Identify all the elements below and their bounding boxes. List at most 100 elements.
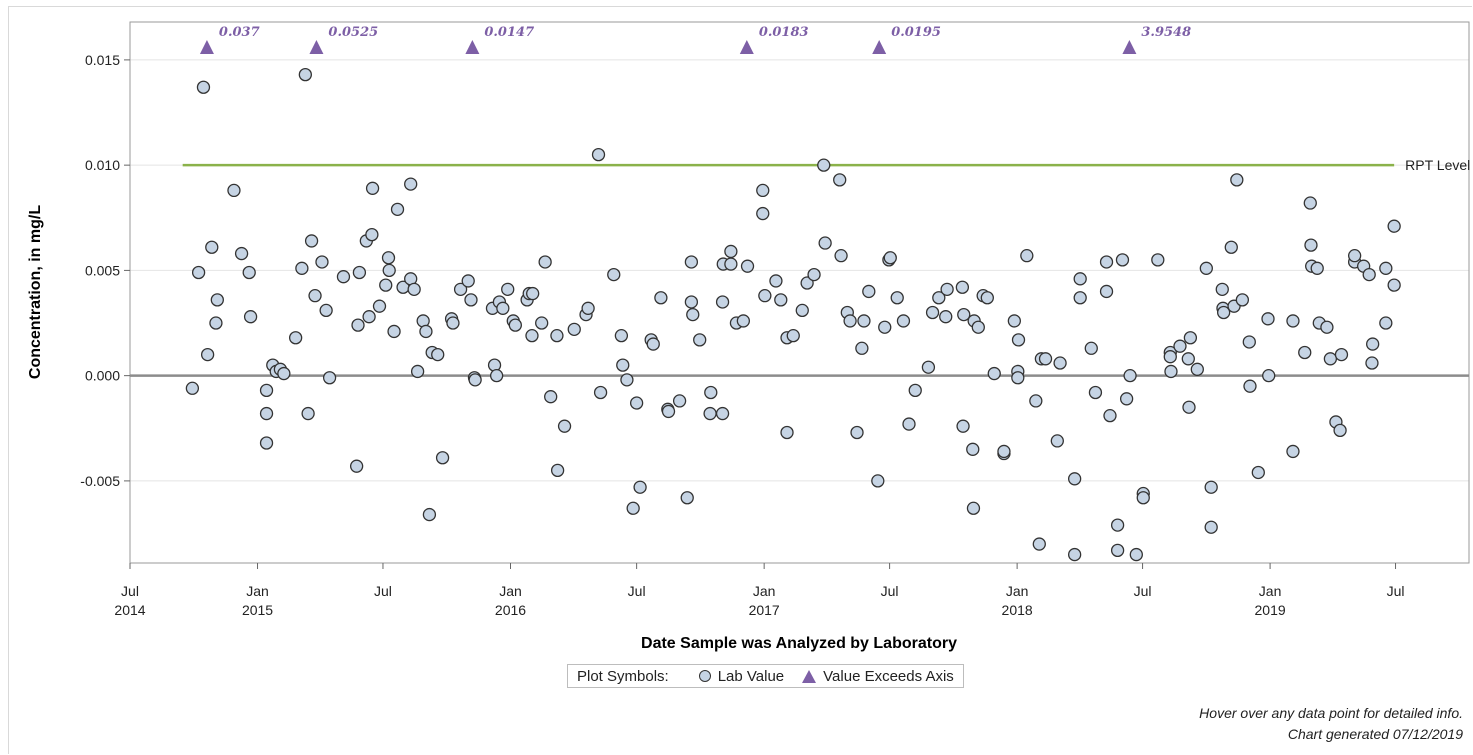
lab-value-point (833, 173, 847, 187)
lab-value-point (1119, 392, 1134, 406)
lab-value-point (1365, 356, 1379, 370)
exceedance-label: 3.9548 (1141, 25, 1191, 40)
lab-value-point (464, 293, 478, 307)
lab-value-point (419, 324, 433, 339)
lab-value-point (387, 324, 401, 339)
y-tick-label: 0.015 (85, 52, 120, 68)
lab-value-point (1115, 253, 1130, 267)
footnotes: Hover over any data point for detailed i… (1199, 703, 1463, 745)
lab-value-point (1067, 547, 1082, 562)
lab-value-point (1217, 305, 1231, 320)
lab-value-point (259, 436, 274, 450)
x-tick-label: Jul (1387, 583, 1405, 599)
lab-value-point (1224, 240, 1238, 254)
lab-value-point (259, 383, 274, 398)
lab-value-point (557, 419, 572, 433)
plot-area (129, 21, 1470, 564)
x-axis: Jul 2014 Jan 2015 Jul Jan 2016 Jul Jan 2017 Jul Jan… (114, 563, 1404, 618)
lab-value-point (957, 307, 971, 322)
lab-value-point (295, 261, 309, 275)
lab-value-point (209, 316, 223, 330)
x-tick-label: Jan (1006, 583, 1029, 599)
lab-value-point (288, 331, 303, 345)
exceedance-marker (199, 40, 214, 54)
lab-value-point (987, 366, 1001, 381)
generated-note: Chart generated 07/12/2019 (1287, 726, 1463, 742)
lab-value-point (633, 480, 647, 494)
lab-value-point (646, 337, 660, 351)
lab-value-point (1088, 385, 1103, 400)
lab-value-point (616, 358, 630, 372)
lab-value-point (410, 364, 425, 379)
lab-value-point (526, 286, 540, 301)
lab-value-point (1303, 196, 1317, 210)
circle-icon (698, 670, 711, 682)
lab-value-point (1298, 345, 1312, 360)
lab-value-point (1199, 261, 1213, 275)
grid-lines (130, 59, 1469, 482)
lab-value-point (1103, 408, 1117, 423)
lab-value-point (736, 314, 751, 328)
lab-value-point (966, 442, 980, 456)
lab-value-point (1151, 253, 1165, 267)
lab-value-point (1347, 249, 1362, 263)
lab-value-point (1011, 333, 1026, 347)
lab-value-point (890, 291, 904, 305)
lab-value-point (774, 293, 788, 307)
lab-value-point (971, 320, 985, 334)
lab-value-point (567, 322, 581, 336)
lab-value-point (242, 265, 256, 280)
lab-value-point (1261, 312, 1275, 326)
lab-value-points (185, 67, 1401, 562)
lab-value-point (550, 329, 564, 343)
lab-value-point (1136, 491, 1150, 505)
y-tick-label: 0.000 (85, 368, 120, 384)
lab-value-point (883, 251, 897, 265)
rpt-level-label: RPT Level (1405, 157, 1470, 173)
lab-value-point (351, 318, 365, 332)
lab-value-point (834, 249, 848, 263)
lab-value-point (446, 316, 460, 330)
lab-value-point (680, 491, 694, 505)
lab-value-point (661, 404, 676, 419)
lab-value-point (925, 305, 940, 320)
exceedance-marker (739, 40, 754, 54)
lab-value-point (769, 274, 783, 288)
lab-value-point (1379, 316, 1393, 330)
lab-value-point (686, 307, 700, 322)
lab-value-point (1032, 537, 1046, 551)
exceedance-label: 0.0525 (328, 25, 378, 40)
lab-value-point (1286, 314, 1300, 328)
hover-note: Hover over any data point for detailed i… (1199, 705, 1463, 721)
exceedance-label: 0.0195 (891, 25, 941, 40)
lab-value-point (780, 425, 794, 440)
lab-value-point (756, 183, 770, 198)
lab-value-point (939, 310, 953, 324)
lab-value-point (1251, 465, 1265, 480)
lab-value-point (940, 282, 954, 296)
lab-value-point (259, 406, 274, 421)
y-axis: -0.005 0.000 0.005 0.010 0.015 (80, 52, 130, 489)
lab-value-point (210, 293, 224, 307)
lab-value-point (758, 289, 772, 303)
lab-value-point (1110, 518, 1125, 532)
x-tick-label: Jan (753, 583, 776, 599)
lab-value-point (379, 278, 393, 292)
exceedance-marker (309, 40, 324, 54)
lab-value-point (715, 406, 730, 421)
triangle-icon (802, 669, 817, 683)
lab-value-point (1379, 261, 1393, 275)
lab-value-point (1181, 352, 1195, 366)
lab-value-point (1334, 347, 1349, 362)
lab-value-point (980, 291, 994, 305)
x-tick-label: Jul (881, 583, 899, 599)
lab-value-point (724, 257, 738, 271)
lab-value-point (795, 303, 809, 318)
lab-value-point (1230, 173, 1244, 187)
y-tick-label: -0.005 (80, 473, 120, 489)
lab-value-point (704, 385, 718, 400)
lab-value-point (407, 282, 421, 296)
lab-value-point (277, 366, 291, 381)
lab-value-point (620, 373, 634, 387)
lab-value-point (1050, 434, 1064, 448)
